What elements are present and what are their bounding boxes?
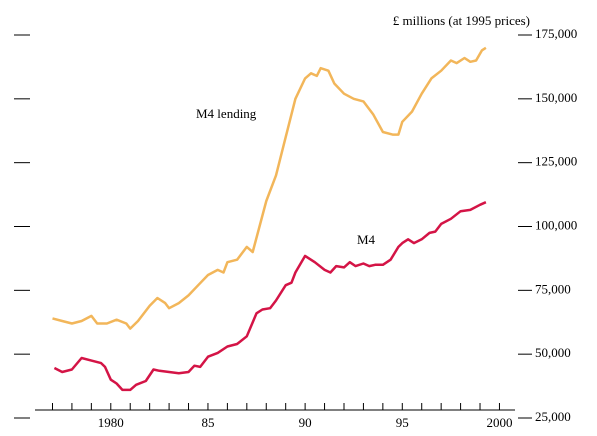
y-axis-title: £ millions (at 1995 prices) [393,13,530,28]
series-annotation: M4 [357,232,376,247]
x-tick-label: 85 [201,415,214,430]
y-tick-label: 100,000 [535,217,577,232]
y-tick-label: 125,000 [535,154,577,169]
x-tick-label: 90 [299,415,312,430]
x-tick-label: 95 [396,415,409,430]
series-line [53,201,487,392]
x-tick-label: 1980 [98,415,124,430]
y-tick-label: 175,000 [535,26,577,41]
x-tick-label: 2000 [486,415,512,430]
series-line [52,46,487,330]
y-tick-label: 75,000 [535,281,571,296]
y-tick-label: 25,000 [535,409,571,424]
series-annotation: M4 lending [196,106,257,121]
y-tick-label: 150,000 [535,90,577,105]
y-tick-label: 50,000 [535,345,571,360]
